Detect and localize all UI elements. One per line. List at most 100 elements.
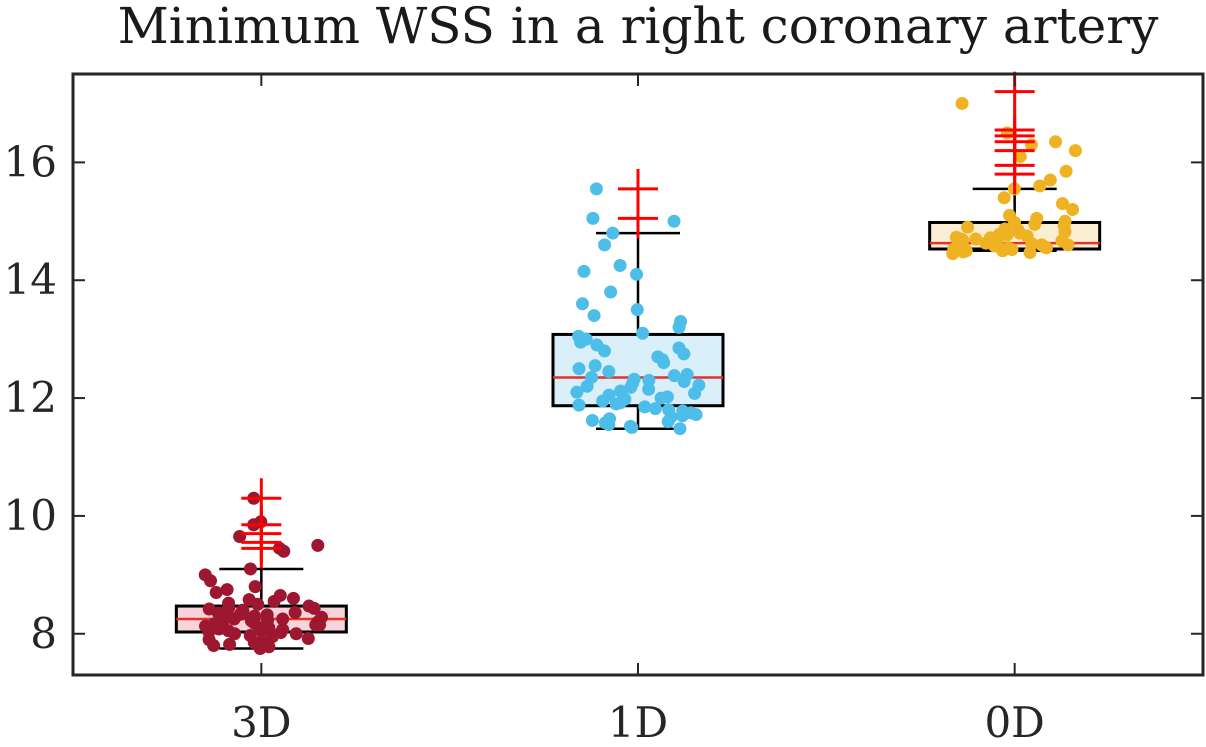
data-point [638,400,652,414]
data-point [627,372,641,386]
data-point [570,385,584,399]
data-point [651,350,665,364]
data-point [676,404,690,418]
data-point [1000,126,1014,140]
data-point [961,220,975,234]
chart-title: Minimum WSS in a right coronary artery [118,0,1160,55]
data-point [577,264,591,278]
data-point [598,238,612,252]
data-point [604,285,618,299]
data-point [642,373,656,387]
data-point [667,369,681,383]
data-point [198,568,212,582]
data-point [1068,144,1082,158]
data-point [260,608,274,622]
data-point [949,230,963,244]
data-point [242,593,256,607]
data-point [947,242,961,256]
y-tick-label: 8 [30,609,57,658]
data-point [315,610,329,624]
data-point [255,634,269,648]
axes: 8 10 12 14 16 3D 1D 0D [4,74,1203,747]
data-point [585,413,599,427]
data-point [603,412,617,426]
data-point [220,583,234,597]
data-point [289,627,303,641]
y-tick-label: 16 [4,137,57,186]
data-point [602,365,616,379]
data-point [1066,203,1080,217]
data-point [243,562,257,576]
data-point [585,370,599,384]
data-point [1003,208,1017,222]
data-point [209,586,223,600]
data-point [588,359,602,373]
data-point [586,211,600,225]
box-group-1d [551,168,725,436]
data-point [273,588,287,602]
data-point [302,599,316,613]
data-point [572,362,586,376]
data-point [276,623,290,637]
data-point [248,580,262,594]
data-point [1058,214,1072,228]
data-point [673,422,687,436]
data-point [286,591,300,605]
data-point [248,609,262,623]
y-tick-label: 12 [4,373,57,422]
data-point [1043,173,1057,187]
data-point [602,388,616,402]
data-point [572,329,586,343]
data-point [667,214,681,228]
box-group-0d [928,71,1102,261]
data-point [1002,241,1016,255]
data-point [1033,179,1047,193]
data-point [997,191,1011,205]
data-point [572,398,586,412]
data-point [672,341,686,355]
data-point [969,232,983,246]
y-tick-label: 14 [4,255,57,304]
data-point [202,602,216,616]
data-point [223,637,237,651]
data-point [1013,149,1027,163]
data-point [311,538,325,552]
data-point [660,390,674,404]
data-point [613,258,627,272]
y-tick-label: 10 [4,491,57,540]
data-point [301,631,315,645]
data-point [1035,238,1049,252]
data-point [236,603,250,617]
data-point [222,596,236,610]
box-group-3d [174,478,348,655]
data-point [606,226,620,240]
data-point [674,314,688,328]
data-point [648,402,662,416]
data-point [630,303,644,317]
data-point [590,338,604,352]
data-point [276,612,290,626]
data-point [1049,135,1063,149]
data-point [587,309,601,323]
data-point [288,606,302,620]
data-point [636,326,650,340]
data-point [998,222,1012,236]
data-point [589,182,603,196]
data-point [614,384,628,398]
data-point [1056,197,1070,211]
data-point [1059,164,1073,178]
plot-area [174,71,1102,655]
x-tick-label: 1D [608,698,668,747]
data-point [692,378,706,392]
data-point [955,96,969,110]
x-tick-label: 0D [984,698,1044,747]
data-point [243,629,257,643]
data-point [575,297,589,311]
data-point [1030,211,1044,225]
data-point [680,368,694,381]
data-point [630,267,644,281]
data-point [662,403,676,417]
x-tick-label: 3D [231,698,291,747]
data-point [623,419,637,433]
